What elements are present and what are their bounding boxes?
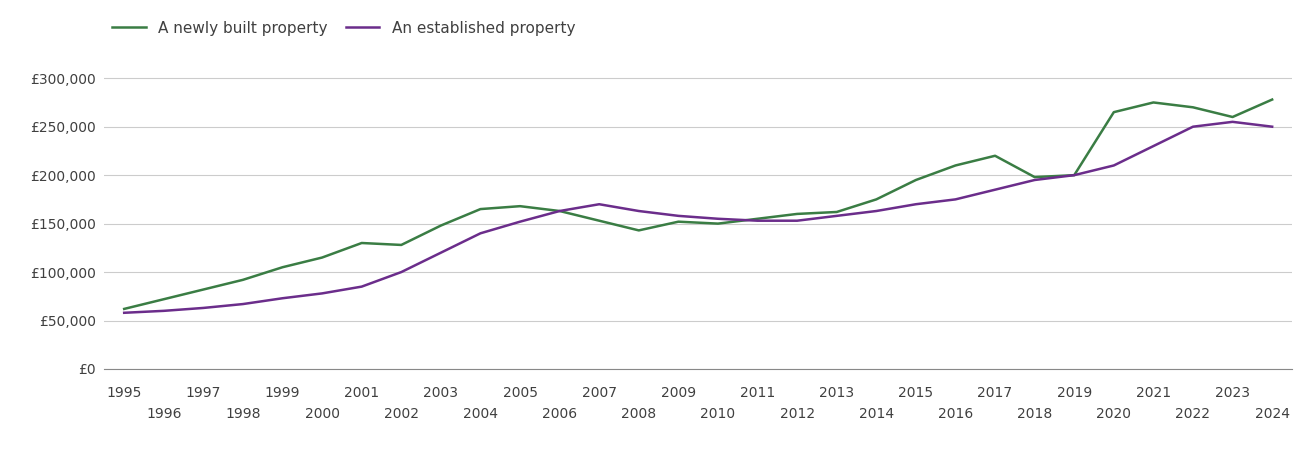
Text: 2007: 2007 [582,386,617,400]
An established property [315,291,330,296]
Text: 1996: 1996 [146,407,181,421]
A newly built property [472,207,488,212]
An established property [552,208,568,214]
A newly built property [671,219,686,225]
Text: 2009: 2009 [660,386,696,400]
Text: 2013: 2013 [820,386,855,400]
A newly built property [275,265,291,270]
A newly built property [1146,100,1161,105]
A newly built property [868,197,883,202]
An established property [512,219,527,225]
A newly built property [116,306,132,311]
An established property [472,230,488,236]
Text: 2024: 2024 [1254,407,1289,421]
An established property [354,284,369,289]
Text: 1997: 1997 [185,386,221,400]
An established property [710,216,726,221]
Line: A newly built property: A newly built property [124,99,1272,309]
Text: 2004: 2004 [463,407,499,421]
An established property [749,218,765,223]
An established property [868,208,883,214]
Text: 2008: 2008 [621,407,656,421]
A newly built property [908,177,924,183]
A newly built property [196,287,211,292]
A newly built property [632,228,647,233]
An established property [155,308,171,314]
A newly built property [1265,97,1280,102]
An established property [433,250,449,256]
A newly built property [829,209,844,215]
An established property [1105,163,1121,168]
A newly built property [433,223,449,228]
Text: 1999: 1999 [265,386,300,400]
An established property [632,208,647,214]
An established property [671,213,686,219]
A newly built property [710,221,726,226]
An established property [829,213,844,219]
A newly built property [315,255,330,260]
A newly built property [988,153,1004,158]
An established property [393,270,408,275]
Text: 2018: 2018 [1017,407,1052,421]
A newly built property [1224,114,1240,120]
Text: 2005: 2005 [502,386,538,400]
An established property [235,302,251,307]
Text: 1995: 1995 [107,386,142,400]
A newly built property [790,211,805,216]
An established property [1224,119,1240,125]
An established property [116,310,132,315]
A newly built property [155,297,171,302]
Text: 2011: 2011 [740,386,775,400]
A newly built property [749,216,765,221]
An established property [1066,172,1082,178]
Text: 2020: 2020 [1096,407,1131,421]
An established property [1265,124,1280,130]
A newly built property [1185,104,1201,110]
Text: 2023: 2023 [1215,386,1250,400]
Text: 2010: 2010 [701,407,736,421]
An established property [196,305,211,310]
Text: 2016: 2016 [938,407,974,421]
Text: 2002: 2002 [384,407,419,421]
Text: 2003: 2003 [423,386,458,400]
An established property [790,218,805,223]
An established property [988,187,1004,193]
An established property [908,202,924,207]
An established property [275,296,291,301]
An established property [591,202,607,207]
A newly built property [552,208,568,214]
A newly built property [947,163,963,168]
Legend: A newly built property, An established property: A newly built property, An established p… [112,21,576,36]
Text: 2006: 2006 [542,407,577,421]
An established property [947,197,963,202]
Text: 2000: 2000 [304,407,339,421]
A newly built property [235,277,251,283]
Line: An established property: An established property [124,122,1272,313]
Text: 2017: 2017 [977,386,1013,400]
Text: 2015: 2015 [898,386,933,400]
Text: 2014: 2014 [859,407,894,421]
An established property [1146,144,1161,149]
An established property [1185,124,1201,130]
A newly built property [1027,175,1043,180]
A newly built property [512,203,527,209]
Text: 2012: 2012 [779,407,814,421]
Text: 2021: 2021 [1135,386,1171,400]
A newly built property [354,240,369,246]
A newly built property [1105,109,1121,115]
A newly built property [1066,172,1082,178]
An established property [1027,177,1043,183]
Text: 2019: 2019 [1057,386,1092,400]
Text: 2022: 2022 [1176,407,1211,421]
A newly built property [591,218,607,223]
A newly built property [393,242,408,248]
Text: 1998: 1998 [226,407,261,421]
Text: 2001: 2001 [345,386,380,400]
